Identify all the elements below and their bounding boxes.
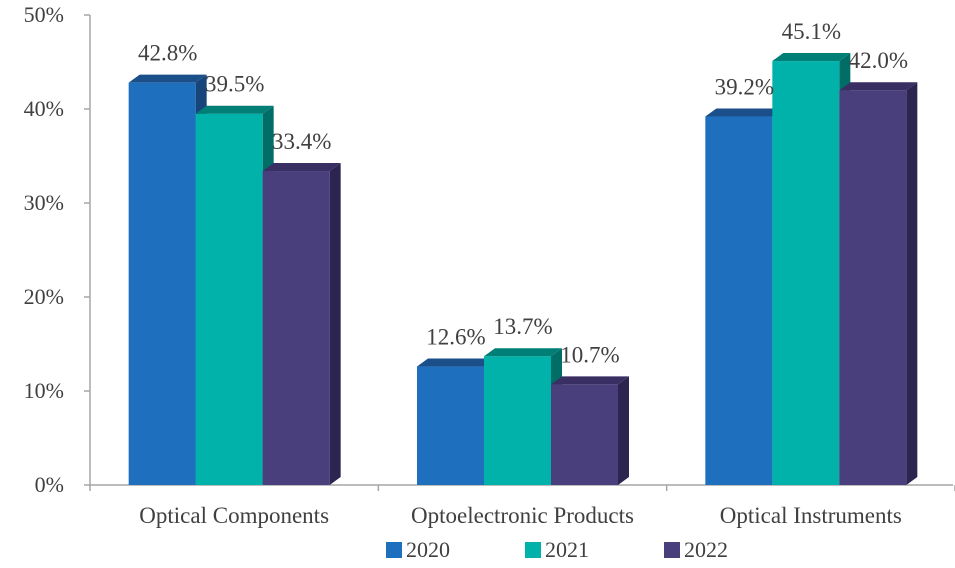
bar-front [128, 82, 196, 486]
bar-top [772, 53, 851, 62]
bar-top [551, 376, 629, 385]
bar-front [417, 366, 484, 485]
data-label: 42.0% [849, 48, 908, 73]
data-label: 39.2% [715, 75, 774, 100]
bar-top [705, 108, 784, 117]
legend-swatch [525, 542, 541, 558]
bar-front [484, 356, 551, 485]
data-label: 39.5% [205, 72, 264, 97]
bar-front [262, 171, 330, 486]
data-label: 45.1% [782, 19, 841, 44]
legend-swatch [386, 542, 402, 558]
data-label: 33.4% [272, 129, 331, 154]
legend-swatch [664, 542, 680, 558]
bars [128, 53, 918, 486]
category-label: Optoelectronic Products [411, 503, 634, 528]
bar-front [195, 113, 263, 485]
data-label: 42.8% [138, 41, 197, 66]
bar [262, 163, 341, 486]
bar-side [618, 376, 629, 485]
bar [772, 53, 851, 486]
bar [551, 376, 629, 485]
category-label: Optical Instruments [720, 503, 902, 528]
bar-front [772, 61, 840, 486]
bar-side [906, 82, 918, 485]
category-label: Optical Components [139, 503, 329, 528]
legend-label: 2021 [545, 537, 589, 562]
legend-label: 2022 [684, 537, 728, 562]
y-tick-label: 20% [24, 284, 64, 309]
data-label: 12.6% [426, 325, 485, 350]
bar [484, 348, 562, 485]
legend: 2020 2021 2022 [386, 537, 728, 562]
bar [128, 74, 207, 486]
y-tick-label: 30% [24, 190, 64, 215]
bar-front [705, 116, 773, 486]
bar-side [329, 163, 341, 486]
y-tick-label: 0% [35, 472, 64, 497]
bar [705, 108, 784, 486]
legend-item: 2020 [386, 537, 450, 562]
data-labels: 42.8% 39.5% 33.4% 12.6% 13.7% 10.7% 39.2% 45.1%… [138, 19, 908, 367]
bar [839, 82, 918, 485]
y-tick-label: 10% [24, 378, 64, 403]
y-tick-label: 50% [24, 2, 64, 27]
y-tick-label: 40% [24, 96, 64, 121]
bar-top [417, 358, 495, 367]
x-axis: Optical Components Optoelectronic Product… [89, 484, 955, 528]
y-axis: 0% 10% 20% 30% 40% 50% [24, 2, 91, 497]
bar-top [262, 163, 341, 172]
bar-top [484, 348, 562, 357]
bar-front [551, 384, 618, 485]
bar [195, 105, 274, 485]
data-label: 13.7% [493, 314, 552, 339]
bar-top [195, 105, 274, 114]
bar [417, 358, 495, 485]
bar-top [839, 82, 918, 91]
legend-label: 2020 [406, 537, 450, 562]
legend-item: 2022 [664, 537, 728, 562]
legend-item: 2021 [525, 537, 589, 562]
data-label: 10.7% [560, 342, 619, 367]
bar-front [839, 90, 907, 485]
bar-top [128, 74, 207, 83]
